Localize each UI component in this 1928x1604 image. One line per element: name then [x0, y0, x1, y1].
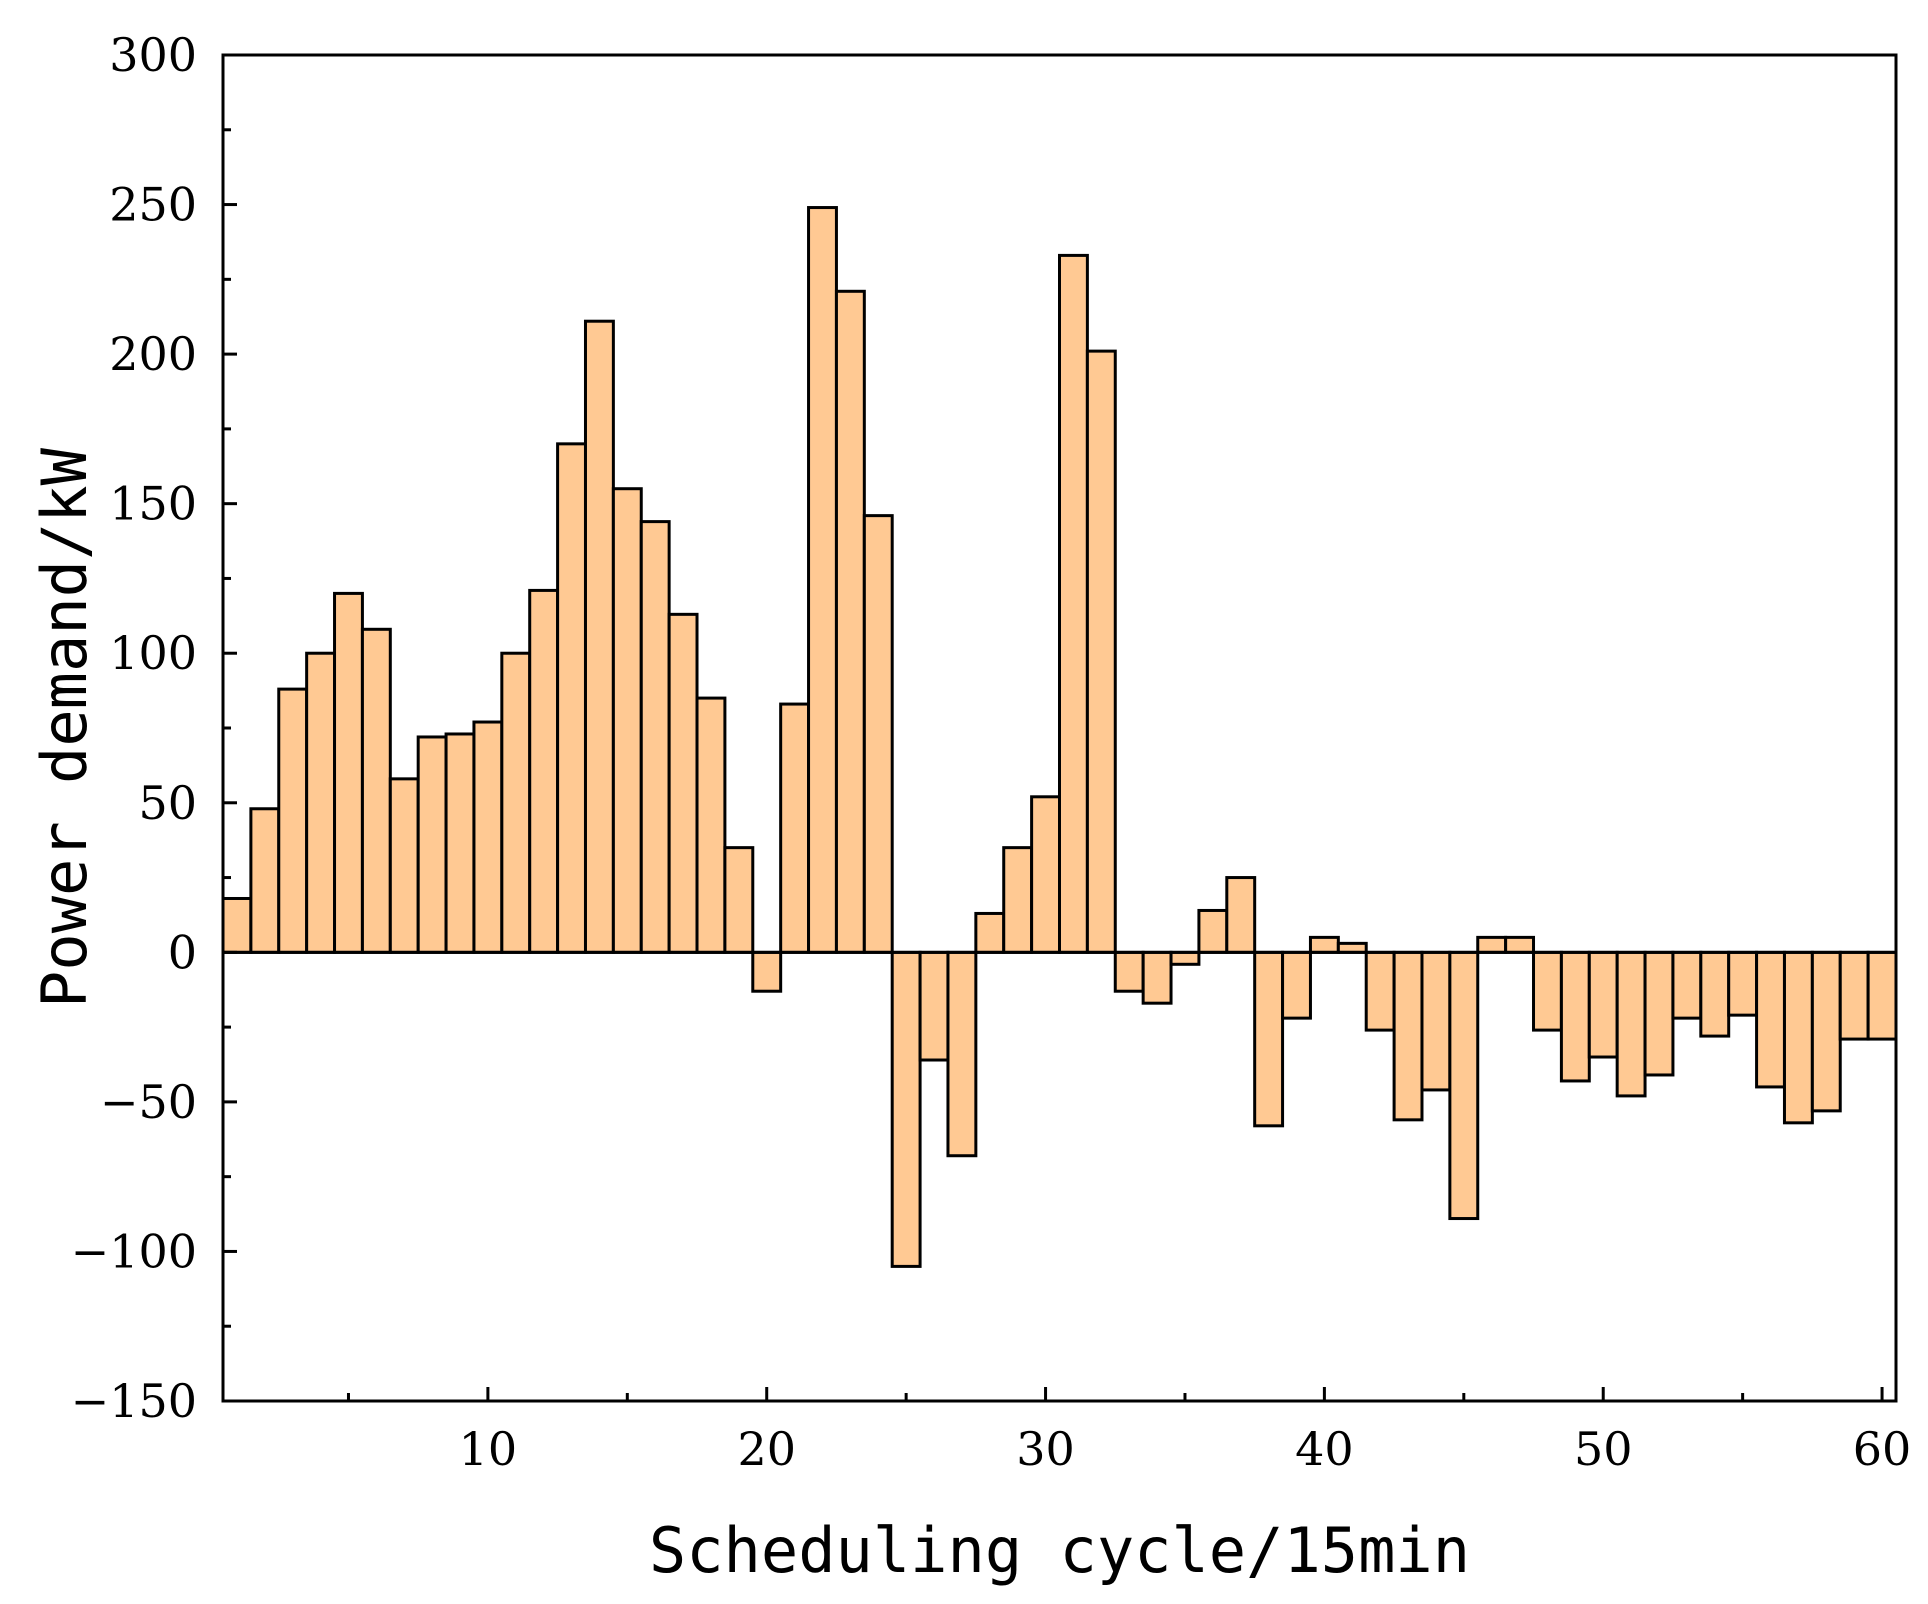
bar-20	[751, 950, 783, 993]
bar-38	[1253, 950, 1285, 1128]
y-tick-label: −100	[71, 1224, 197, 1278]
axis-ticks	[223, 53, 1884, 1403]
bar-12	[528, 588, 560, 954]
bar-43	[1392, 950, 1424, 1122]
y-tick-label: 200	[109, 327, 197, 381]
bar-11	[500, 651, 532, 954]
bar-37	[1225, 876, 1257, 954]
x-axis-title: Scheduling cycle/15min	[649, 1514, 1470, 1587]
bar-32	[1085, 349, 1117, 954]
bar-56	[1755, 950, 1786, 1089]
bar-59	[1838, 950, 1870, 1041]
y-tick-label: 300	[109, 28, 197, 82]
bar-25	[890, 950, 922, 1268]
bar-45	[1448, 950, 1480, 1221]
x-tick-labels: 10 20 30 40 50 60	[459, 1422, 1912, 1476]
bar-55	[1727, 950, 1759, 1017]
bar-22	[807, 206, 838, 954]
x-tick-label: 30	[1016, 1422, 1075, 1476]
bar-2	[249, 807, 281, 954]
bar-50	[1587, 950, 1619, 1059]
bar-19	[723, 846, 755, 954]
y-tick-labels: −150 −100 −50 0 50 100 150 200 250 300	[71, 28, 197, 1428]
bar-18	[695, 696, 727, 954]
bar-21	[779, 702, 811, 954]
bar-35	[1169, 950, 1201, 966]
bar-29	[1002, 846, 1034, 954]
x-tick-label: 60	[1853, 1422, 1912, 1476]
bar-54	[1699, 950, 1731, 1038]
bar-60	[1866, 950, 1898, 1041]
y-tick-label: 0	[168, 925, 197, 979]
bar-52	[1643, 950, 1675, 1077]
bar-3	[277, 687, 309, 954]
bar-47	[1504, 935, 1536, 954]
bar-36	[1197, 908, 1229, 954]
bar-40	[1308, 935, 1340, 954]
bar-13	[556, 442, 587, 954]
bar-33	[1113, 950, 1145, 993]
bar-15	[611, 487, 643, 954]
bar-6	[360, 627, 392, 954]
bar-26	[918, 950, 950, 1062]
bar-51	[1615, 950, 1647, 1098]
y-tick-label: 150	[109, 477, 197, 531]
y-tick-label: −50	[100, 1075, 197, 1129]
bar-10	[472, 720, 504, 954]
bar-8	[416, 735, 448, 954]
bar-4	[305, 651, 337, 954]
bar-30	[1030, 795, 1062, 954]
x-tick-label: 20	[737, 1422, 796, 1476]
bar-28	[974, 911, 1006, 954]
x-tick-label: 50	[1574, 1422, 1633, 1476]
bar-49	[1559, 950, 1591, 1083]
y-tick-label: 100	[109, 626, 197, 680]
bar-34	[1141, 950, 1173, 1005]
bar-17	[667, 612, 699, 954]
bar-23	[834, 289, 866, 954]
bar-46	[1476, 935, 1508, 954]
bar-5	[333, 591, 364, 954]
bar-44	[1420, 950, 1452, 1092]
bars-group	[221, 206, 1898, 1268]
y-tick-label: −150	[71, 1374, 197, 1428]
bar-27	[946, 950, 978, 1158]
bar-39	[1281, 950, 1312, 1020]
bar-58	[1810, 950, 1842, 1113]
bar-9	[444, 732, 476, 954]
bar-24	[862, 514, 894, 954]
bar-57	[1782, 950, 1814, 1125]
bar-42	[1364, 950, 1396, 1032]
bar-14	[583, 319, 615, 954]
bar-1	[221, 896, 253, 954]
x-tick-label: 40	[1295, 1422, 1354, 1476]
y-tick-label: 50	[138, 776, 197, 830]
y-tick-label: 250	[109, 178, 197, 232]
bar-7	[388, 777, 420, 954]
bar-48	[1532, 950, 1563, 1032]
bar-16	[639, 520, 671, 954]
y-axis-title: Power demand/kW	[28, 447, 101, 1008]
bar-53	[1671, 950, 1703, 1020]
bar-31	[1058, 253, 1089, 954]
x-tick-label: 10	[459, 1422, 518, 1476]
